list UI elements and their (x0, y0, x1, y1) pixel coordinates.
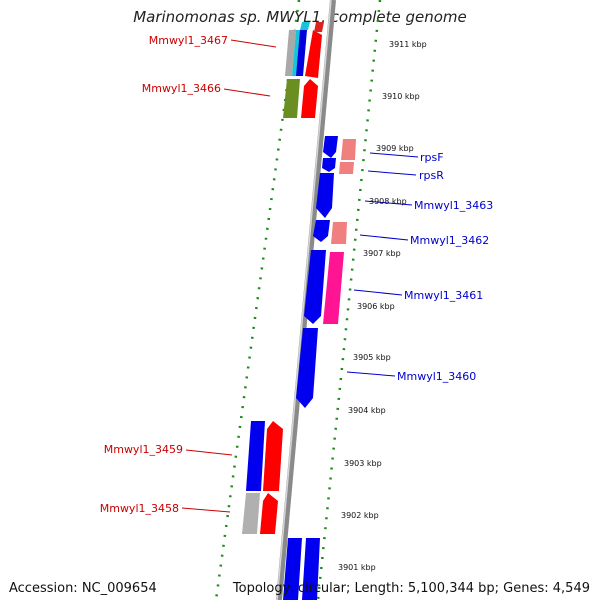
gene-label-mmwyl1-3466[interactable]: Mmwyl1_3466 (142, 82, 221, 95)
kbp-tick-label: 3906 kbp (357, 302, 395, 311)
leader-line (223, 88, 271, 97)
gene-label-mmwyl1-3458[interactable]: Mmwyl1_3458 (100, 502, 179, 515)
gene-blue-3460[interactable] (296, 328, 318, 408)
kbp-tick-label: 3901 kbp (338, 563, 376, 572)
gene-blue-3909b[interactable] (322, 158, 336, 172)
gene-label-mmwyl1-3460[interactable]: Mmwyl1_3460 (397, 370, 476, 383)
kbp-tick-label: 3903 kbp (344, 459, 382, 468)
leader-line (346, 371, 396, 377)
kbp-tick-label: 3909 kbp (376, 144, 414, 153)
kbp-tick-label: 3904 kbp (348, 406, 386, 415)
gene-blue-3901b[interactable] (302, 538, 320, 600)
right-gene-labels: rpsF rpsR Mmwyl1_3463 Mmwyl1_3462 Mmwyl1… (397, 151, 493, 383)
topology-text: Topology: circular; Length: 5,100,344 bp… (232, 581, 590, 596)
gene-red-3458[interactable] (260, 493, 278, 534)
leader-line (353, 289, 403, 296)
kbp-tick-label: 3910 kbp (382, 92, 420, 101)
gene-grey-3467[interactable] (285, 30, 296, 76)
leader-line (364, 200, 413, 206)
gene-label-mmwyl1-3467[interactable]: Mmwyl1_3467 (149, 34, 228, 47)
gene-blue-3463[interactable] (316, 173, 334, 218)
kbp-tick-label: 3902 kbp (341, 511, 379, 520)
gene-features (242, 22, 356, 600)
gene-blue-3459[interactable] (246, 421, 265, 491)
leader-line (367, 170, 417, 176)
gene-pink-3462[interactable] (331, 222, 347, 244)
gene-label-mmwyl1-3459[interactable]: Mmwyl1_3459 (104, 443, 183, 456)
gene-red-top-cap[interactable] (314, 22, 324, 32)
gene-label-rpsR[interactable]: rpsR (419, 169, 444, 182)
gene-pink-rpsR[interactable] (339, 162, 354, 174)
leader-line (359, 234, 409, 241)
gene-label-rpsF[interactable]: rpsF (420, 151, 444, 164)
label-leader-lines (181, 39, 419, 513)
gene-magenta-3461[interactable] (323, 252, 344, 324)
gene-pink-rpsF[interactable] (341, 139, 356, 160)
kbp-tick-label: 3908 kbp (369, 197, 407, 206)
gene-blue-3907[interactable] (313, 220, 330, 242)
genome-backbone-highlight (276, 0, 332, 600)
gene-blue-3461[interactable] (304, 250, 326, 324)
gene-blue-3909a[interactable] (323, 136, 338, 158)
gene-label-mmwyl1-3462[interactable]: Mmwyl1_3462 (410, 234, 489, 247)
kbp-tick-label: 3905 kbp (353, 353, 391, 362)
map-title: Marinomonas sp. MWYL1, complete genome (133, 8, 467, 26)
kbp-tick-label: 3907 kbp (363, 249, 401, 258)
gene-red-top[interactable] (305, 30, 322, 78)
leader-line (181, 507, 231, 513)
gene-olive-3466[interactable] (283, 79, 300, 118)
gene-label-mmwyl1-3463[interactable]: Mmwyl1_3463 (414, 199, 493, 212)
accession-text: Accession: NC_009654 (9, 581, 157, 596)
kbp-axis-labels: 3911 kbp 3910 kbp 3909 kbp 3908 kbp 3907… (338, 40, 427, 572)
gene-label-mmwyl1-3461[interactable]: Mmwyl1_3461 (404, 289, 483, 302)
leader-line (369, 152, 419, 158)
gene-grey-3458[interactable] (242, 493, 260, 534)
outer-right-dotted-guide (316, 0, 382, 600)
gene-red-3910[interactable] (301, 79, 318, 118)
gene-red-3459[interactable] (263, 421, 283, 491)
gene-blue-3901a[interactable] (283, 538, 302, 600)
leader-line (185, 449, 233, 456)
left-gene-labels: Mmwyl1_3467 Mmwyl1_3466 Mmwyl1_3459 Mmwy… (100, 34, 228, 515)
gene-blue-3467[interactable] (296, 30, 307, 76)
leader-line (230, 39, 277, 48)
gene-cyan-top-cap[interactable] (300, 22, 310, 30)
kbp-tick-label: 3911 kbp (389, 40, 427, 49)
